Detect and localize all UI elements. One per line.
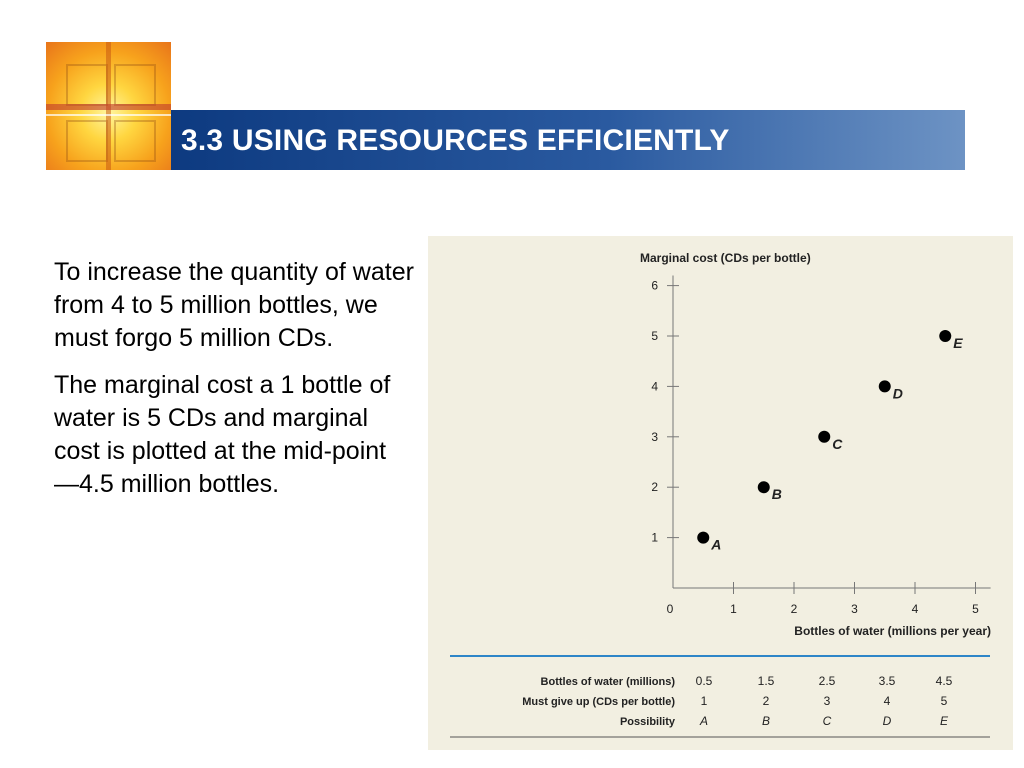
slide-title: 3.3 USING RESOURCES EFFICIENTLY — [181, 124, 730, 157]
table-cell: C — [823, 714, 832, 728]
data-point — [939, 330, 952, 342]
data-point — [818, 430, 831, 443]
x-tick-label: 2 — [791, 602, 798, 616]
logo-horizontal-bar — [46, 104, 171, 110]
table-cell: 4 — [884, 694, 891, 708]
point-label: C — [832, 436, 843, 452]
title-bar: 3.3 USING RESOURCES EFFICIENTLY — [171, 110, 965, 170]
paragraph-2: The marginal cost a 1 bottle of water is… — [54, 371, 391, 498]
table-cell: A — [699, 714, 708, 728]
y-tick-label: 4 — [651, 379, 658, 393]
point-label: D — [893, 385, 903, 401]
logo-square — [66, 120, 108, 162]
table-cell: 5 — [941, 694, 948, 708]
x-axis-label: Bottles of water (millions per year) — [794, 624, 991, 638]
table-cell: 1.5 — [758, 674, 775, 688]
logo-square — [114, 120, 156, 162]
table-cell: B — [762, 714, 770, 728]
paragraph-1: To increase the quantity of water from 4… — [54, 258, 414, 352]
table-cell: 2.5 — [819, 674, 836, 688]
figure-panel: Marginal cost (CDs per bottle) Bottles of… — [428, 236, 1013, 750]
table-cell: 4.5 — [936, 674, 953, 688]
logo-square — [114, 64, 156, 106]
data-point — [757, 481, 770, 494]
table-cell: E — [940, 714, 949, 728]
y-tick-label: 2 — [651, 480, 658, 494]
logo-graphic — [46, 42, 171, 170]
table-cell: 2 — [763, 694, 770, 708]
table-row-header: Bottles of water (millions) — [541, 676, 676, 688]
x-tick-label: 3 — [851, 602, 858, 616]
table-row-header: Must give up (CDs per bottle) — [522, 696, 675, 708]
data-point — [697, 531, 710, 544]
y-tick-label: 5 — [651, 329, 658, 343]
logo-square — [66, 64, 108, 106]
marginal-cost-chart: Marginal cost (CDs per bottle) Bottles of… — [450, 251, 991, 738]
point-label: B — [772, 486, 782, 502]
table-cell: 1 — [701, 694, 708, 708]
x-tick-label: 1 — [730, 602, 737, 616]
body-text: To increase the quantity of water from 4… — [54, 256, 414, 515]
table-cell: 3 — [824, 694, 831, 708]
logo-highlight-line — [46, 114, 171, 116]
x-tick-label: 0 — [667, 602, 674, 616]
point-label: E — [953, 335, 963, 351]
y-tick-label: 3 — [651, 430, 658, 444]
point-label: A — [710, 537, 721, 553]
table-row-header: Possibility — [620, 716, 676, 728]
table-cell: D — [883, 714, 892, 728]
table-cell: 0.5 — [696, 674, 713, 688]
table-cell: 3.5 — [879, 674, 896, 688]
x-tick-label: 4 — [912, 602, 919, 616]
data-point — [878, 380, 891, 393]
y-axis-label: Marginal cost (CDs per bottle) — [640, 251, 811, 265]
x-tick-label: 5 — [972, 602, 979, 616]
y-tick-label: 1 — [651, 531, 658, 545]
y-tick-label: 6 — [651, 279, 658, 293]
